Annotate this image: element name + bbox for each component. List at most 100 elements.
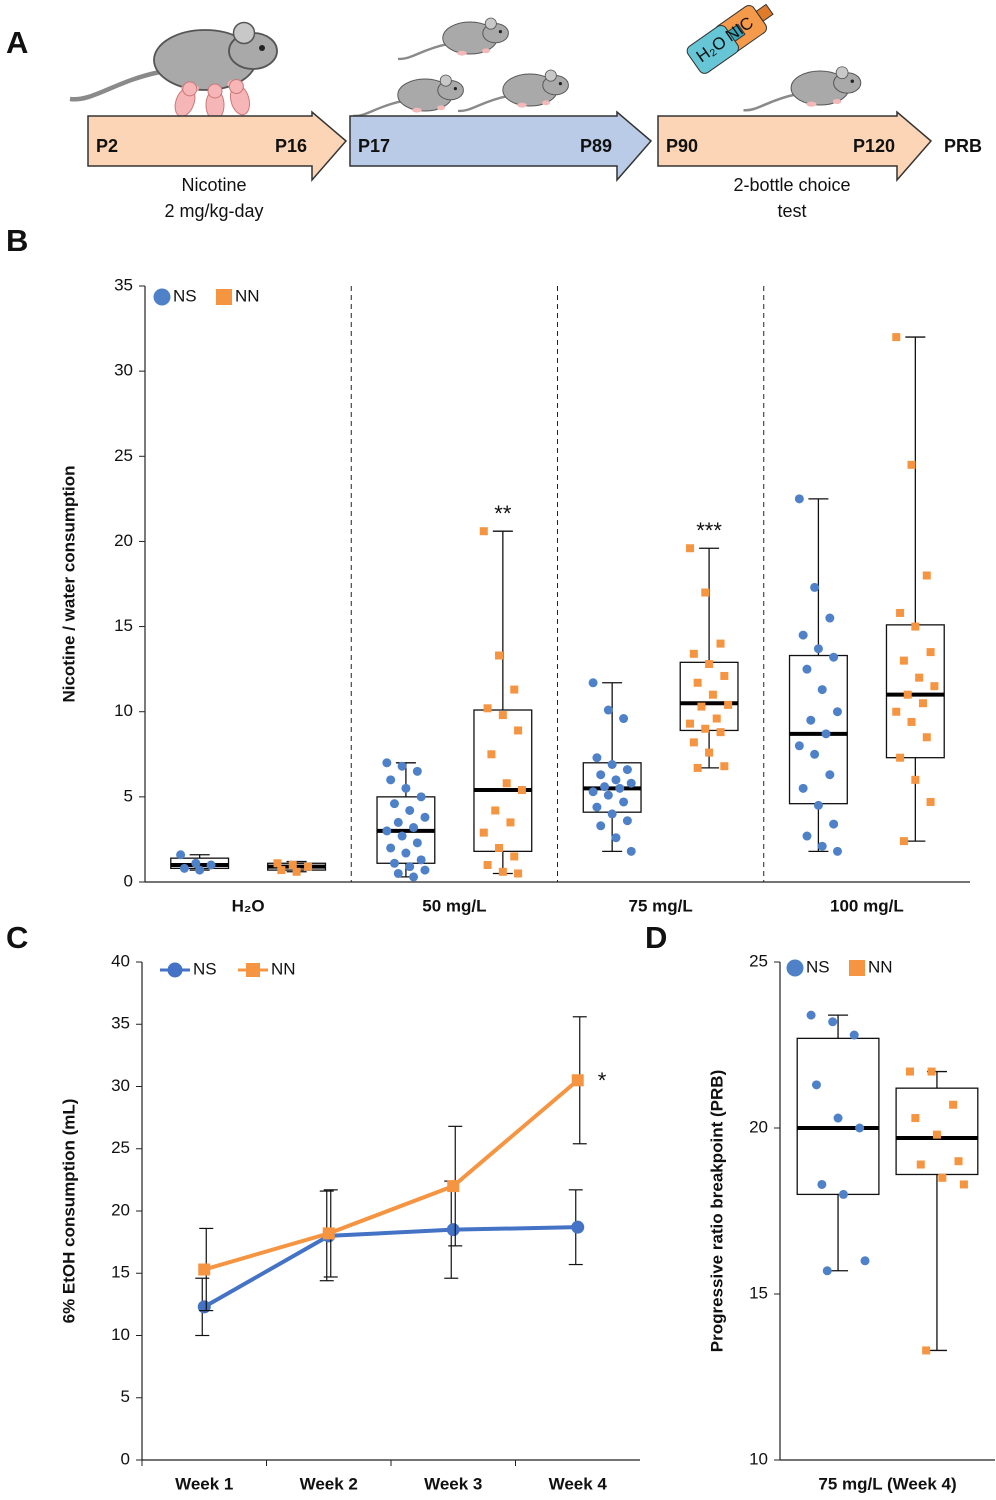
point xyxy=(849,1030,859,1040)
y-tick-label: 0 xyxy=(121,1449,130,1468)
point xyxy=(705,748,714,757)
point xyxy=(899,656,908,665)
point xyxy=(798,783,808,793)
point xyxy=(822,1266,832,1276)
point xyxy=(596,821,606,831)
point xyxy=(855,1123,865,1133)
point xyxy=(277,866,286,875)
x-tick-label: H₂O xyxy=(232,896,265,915)
point xyxy=(479,828,488,837)
stage-end: P120 xyxy=(853,136,895,156)
y-tick-label: 10 xyxy=(111,1325,130,1344)
y-tick-label: 40 xyxy=(111,951,130,970)
point xyxy=(389,858,399,868)
point xyxy=(918,699,927,708)
point xyxy=(959,1180,968,1189)
point xyxy=(938,1173,947,1182)
point xyxy=(322,1227,335,1240)
point xyxy=(397,831,407,841)
point xyxy=(828,1017,838,1027)
stage-caption: Nicotine xyxy=(181,175,246,195)
x-tick-label: Week 2 xyxy=(300,1474,358,1493)
annotation: * xyxy=(598,1068,607,1093)
timeline-arrow xyxy=(657,110,933,183)
point xyxy=(810,749,820,759)
legend-label: NN xyxy=(235,286,260,305)
point xyxy=(420,812,430,822)
point xyxy=(817,841,827,851)
point xyxy=(409,872,419,882)
point xyxy=(817,685,827,695)
legend-label: NS xyxy=(193,959,217,978)
point xyxy=(686,719,695,728)
point xyxy=(798,630,808,640)
point xyxy=(191,858,201,868)
point xyxy=(498,711,507,720)
legend-marker xyxy=(246,963,260,977)
y-tick-label: 15 xyxy=(111,1263,130,1282)
point xyxy=(832,707,842,717)
x-tick-label: Week 1 xyxy=(175,1474,233,1493)
point xyxy=(693,678,702,687)
point xyxy=(905,1067,914,1076)
point xyxy=(860,1256,870,1266)
legend-label: NS xyxy=(806,957,830,976)
point xyxy=(447,1180,460,1193)
panel-label: B xyxy=(6,223,28,258)
point xyxy=(615,783,625,793)
panel-label: C xyxy=(6,920,28,955)
point xyxy=(502,779,511,788)
x-tick-label: Week 4 xyxy=(549,1474,608,1493)
point xyxy=(705,660,714,669)
x-tick-label: 75 mg/L (Week 4) xyxy=(818,1474,956,1493)
point xyxy=(689,738,698,747)
y-tick-label: 25 xyxy=(749,951,768,970)
series-line xyxy=(203,1078,580,1272)
point xyxy=(896,608,905,617)
timeline-arrow xyxy=(349,110,653,183)
point xyxy=(813,644,823,654)
point xyxy=(922,571,931,580)
point xyxy=(817,1179,827,1189)
y-axis-label: Progressive ratio breakpoint (PRB) xyxy=(707,1070,726,1352)
legend-marker xyxy=(153,288,171,306)
point xyxy=(825,770,835,780)
point xyxy=(907,460,916,469)
legend-marker xyxy=(849,960,865,976)
legend-marker xyxy=(216,289,232,305)
point xyxy=(510,852,519,861)
point xyxy=(197,1300,211,1314)
annotation: *** xyxy=(696,518,722,543)
x-tick-label: 75 mg/L xyxy=(629,896,693,915)
point xyxy=(176,850,186,860)
stage-caption: 2-bottle choice xyxy=(733,175,850,195)
illustration xyxy=(70,3,863,121)
point xyxy=(206,860,216,870)
y-tick-label: 20 xyxy=(749,1117,768,1136)
y-axis-label: Nicotine / water consumption xyxy=(59,465,78,702)
point xyxy=(603,705,613,715)
point xyxy=(603,790,613,800)
point xyxy=(416,855,426,865)
point xyxy=(622,765,632,775)
point xyxy=(922,733,931,742)
point xyxy=(393,817,403,827)
y-tick-label: 30 xyxy=(111,1076,130,1095)
point xyxy=(611,833,621,843)
y-tick-label: 0 xyxy=(124,871,133,890)
point xyxy=(491,806,500,815)
stage-end: P89 xyxy=(580,136,612,156)
point xyxy=(810,582,820,592)
point xyxy=(571,1220,585,1234)
panel-label: A xyxy=(6,25,28,60)
point xyxy=(712,714,721,723)
series-line xyxy=(203,1225,578,1309)
point xyxy=(198,1263,211,1276)
point xyxy=(382,826,392,836)
point xyxy=(495,843,504,852)
y-tick-label: 35 xyxy=(111,1014,130,1033)
point xyxy=(405,805,415,815)
point xyxy=(811,1080,821,1090)
point xyxy=(588,678,598,688)
